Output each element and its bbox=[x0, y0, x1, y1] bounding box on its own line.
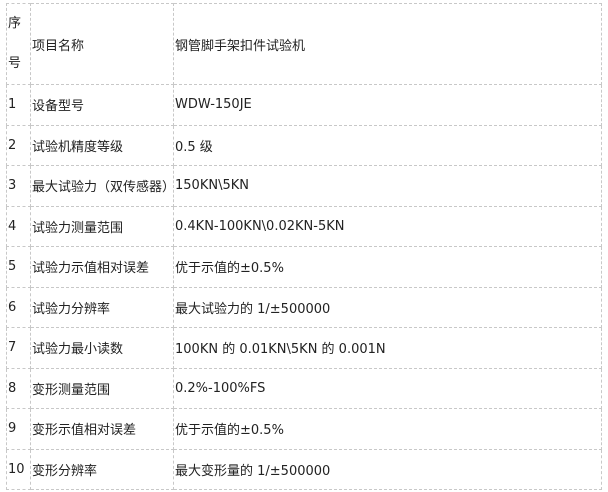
table-row: 1 设备型号 WDW-150JE bbox=[6, 84, 602, 126]
row-item: 试验力示值相对误差 bbox=[30, 246, 174, 288]
row-item: 试验力测量范围 bbox=[30, 205, 174, 247]
header-seq: 序 号 bbox=[6, 3, 31, 85]
row-number: 9 bbox=[6, 408, 31, 450]
row-item: 变形示值相对误差 bbox=[30, 408, 174, 450]
table-row: 4 试验力测量范围 0.4KN-100KN\0.02KN-5KN bbox=[6, 205, 602, 247]
row-item: 试验机精度等级 bbox=[30, 124, 174, 166]
table-row: 3 最大试验力（双传感器） 150KN\5KN bbox=[6, 165, 602, 207]
header-row: 序 号 项目名称 钢管脚手架扣件试验机 bbox=[6, 3, 602, 85]
row-value: 0.5 级 bbox=[173, 124, 602, 166]
row-number: 6 bbox=[6, 286, 31, 328]
table-row: 8 变形测量范围 0.2%-100%FS bbox=[6, 367, 602, 409]
table-row: 7 试验力最小读数 100KN 的 0.01KN\5KN 的 0.001N bbox=[6, 327, 602, 369]
row-value: 优于示值的±0.5% bbox=[173, 408, 602, 450]
table-row: 10 变形分辨率 最大变形量的 1/±500000 bbox=[6, 448, 602, 490]
row-item: 最大试验力（双传感器） bbox=[30, 165, 175, 207]
row-item: 设备型号 bbox=[30, 84, 174, 126]
table-row: 6 试验力分辨率 最大试验力的 1/±500000 bbox=[6, 286, 602, 328]
row-item: 变形测量范围 bbox=[30, 367, 174, 409]
table-row: 9 变形示值相对误差 优于示值的±0.5% bbox=[6, 408, 602, 450]
row-number: 5 bbox=[6, 246, 31, 288]
row-number: 2 bbox=[6, 124, 31, 166]
row-number: 4 bbox=[6, 205, 31, 247]
table-row: 5 试验力示值相对误差 优于示值的±0.5% bbox=[6, 246, 602, 288]
header-seq-line1: 序 bbox=[8, 16, 22, 31]
header-item: 项目名称 bbox=[30, 3, 174, 85]
row-item: 试验力分辨率 bbox=[30, 286, 174, 328]
row-value: 最大变形量的 1/±500000 bbox=[173, 448, 602, 490]
spec-table: 序 号 项目名称 钢管脚手架扣件试验机 1 设备型号 WDW-150JE 2 试验机精度… bbox=[6, 3, 602, 490]
row-item: 试验力最小读数 bbox=[30, 327, 174, 369]
row-number: 8 bbox=[6, 367, 31, 409]
row-value: 100KN 的 0.01KN\5KN 的 0.001N bbox=[173, 327, 602, 369]
row-value: WDW-150JE bbox=[173, 84, 602, 126]
header-value: 钢管脚手架扣件试验机 bbox=[173, 3, 602, 85]
row-number: 3 bbox=[6, 165, 31, 207]
row-value: 150KN\5KN bbox=[173, 165, 602, 207]
row-value: 最大试验力的 1/±500000 bbox=[173, 286, 602, 328]
row-item: 变形分辨率 bbox=[30, 448, 174, 490]
row-value: 0.4KN-100KN\0.02KN-5KN bbox=[173, 205, 602, 247]
row-value: 0.2%-100%FS bbox=[173, 367, 602, 409]
row-number: 7 bbox=[6, 327, 31, 369]
table-row: 2 试验机精度等级 0.5 级 bbox=[6, 124, 602, 166]
row-value: 优于示值的±0.5% bbox=[173, 246, 602, 288]
row-number: 1 bbox=[6, 84, 31, 126]
row-number: 10 bbox=[6, 448, 31, 490]
header-seq-line2: 号 bbox=[8, 56, 22, 71]
